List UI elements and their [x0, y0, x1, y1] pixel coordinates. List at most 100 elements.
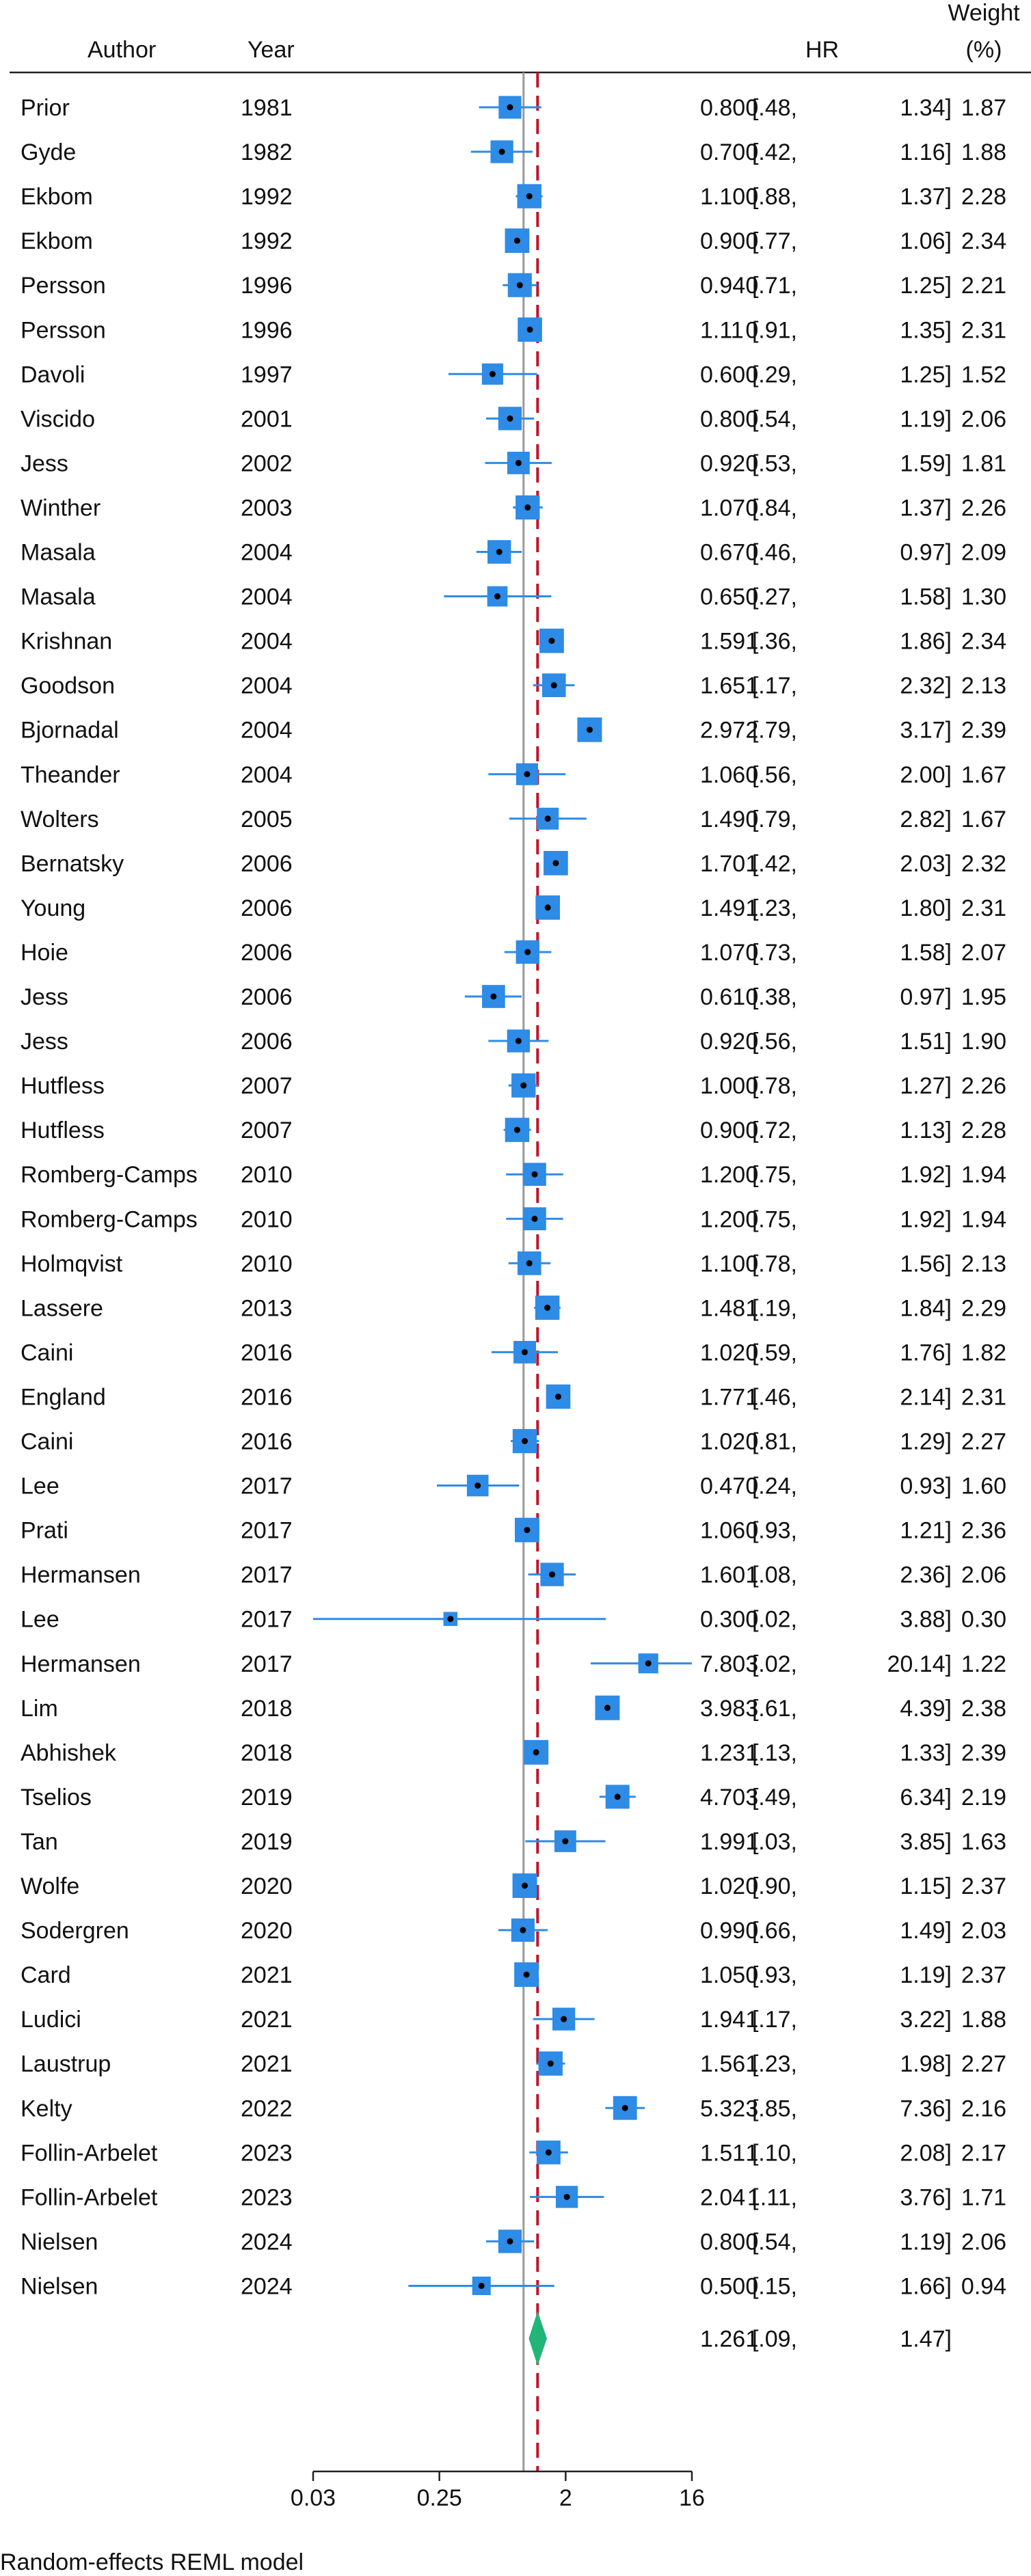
ci-open-bracket: [ [752, 2184, 759, 2210]
point-estimate [544, 1304, 551, 1311]
author-label: Persson [21, 273, 106, 299]
ci-upper: 1.15] [900, 1873, 952, 1899]
weight-value: 2.36 [961, 1518, 1006, 1544]
point-estimate [524, 771, 531, 778]
point-estimate [524, 1527, 531, 1534]
ci-open-bracket: [ [752, 495, 759, 521]
year-label: 2024 [241, 2229, 293, 2255]
header-weight-unit: (%) [966, 37, 1002, 63]
ci-lower: 0.77, [745, 228, 797, 254]
point-estimate [516, 282, 523, 288]
ci-open-bracket: [ [752, 584, 759, 610]
ci-open-bracket: [ [752, 95, 759, 121]
hr-value: 1.00 [700, 1073, 745, 1099]
ci-open-bracket: [ [752, 2229, 759, 2255]
author-label: Holmqvist [21, 1251, 123, 1277]
author-label: Persson [21, 317, 106, 343]
ci-open-bracket: [ [752, 1607, 759, 1633]
ci-open-bracket: [ [752, 2140, 759, 2166]
year-label: 2002 [241, 450, 293, 476]
ci-lower: 1.10, [745, 2140, 797, 2166]
ci-open-bracket: [ [752, 1251, 759, 1277]
ci-upper: 3.88] [900, 1607, 952, 1633]
author-label: Theander [21, 762, 120, 788]
year-label: 2006 [241, 851, 293, 877]
point-estimate [522, 1882, 528, 1889]
weight-value: 2.21 [961, 273, 1006, 299]
ci-upper: 1.16] [900, 139, 952, 165]
weight-value: 2.34 [961, 228, 1006, 254]
author-label: Masala [21, 584, 96, 610]
ci-lower: 0.29, [745, 362, 797, 388]
year-label: 2018 [241, 1740, 293, 1766]
ci-lower: 0.88, [745, 184, 797, 210]
x-tick-label: 0.03 [291, 2485, 336, 2511]
ci-open-bracket: [ [752, 1651, 759, 1677]
ci-open-bracket: [ [752, 1384, 759, 1410]
weight-value: 1.88 [961, 2007, 1006, 2033]
column-headers: Author Year HR Weight (%) [88, 0, 1020, 63]
point-estimate [545, 2149, 552, 2156]
ci-open-bracket: [ [752, 2096, 759, 2121]
year-label: 2017 [241, 1562, 293, 1588]
point-estimate [507, 415, 513, 422]
ci-upper: 1.29] [900, 1429, 952, 1455]
ci-lower: 1.08, [745, 1562, 797, 1588]
author-label: Sodergren [21, 1918, 129, 1944]
year-label: 2017 [241, 1518, 293, 1544]
ci-upper: 0.97] [900, 984, 952, 1010]
ci-upper: 3.17] [900, 718, 952, 744]
author-label: Lee [21, 1607, 59, 1633]
weight-value: 1.67 [961, 762, 1006, 788]
weight-value: 2.29 [961, 1295, 1006, 1321]
ci-lower: 1.19, [745, 1295, 797, 1321]
ci-upper: 1.33] [900, 1740, 952, 1766]
point-estimate [586, 727, 593, 733]
point-estimate [614, 1793, 621, 1800]
ci-upper: 3.76] [900, 2184, 952, 2210]
hr-value: 1.10 [700, 1251, 745, 1277]
ci-open-bracket: [ [752, 1474, 759, 1500]
point-estimate [561, 2016, 567, 2022]
ci-upper: 1.84] [900, 1295, 952, 1321]
footnote: Random-effects REML model [0, 2549, 304, 2575]
author-label: Lee [21, 1474, 59, 1500]
weight-value: 2.39 [961, 1740, 1006, 1766]
author-label: Nielsen [21, 2273, 98, 2299]
year-label: 2017 [241, 1607, 293, 1633]
ci-upper: 1.59] [900, 450, 952, 476]
ci-upper: 1.06] [900, 228, 952, 254]
hr-value: 1.51 [700, 2140, 745, 2166]
weight-value: 2.27 [961, 1429, 1006, 1455]
x-tick-label: 2 [559, 2485, 572, 2511]
weight-value: 2.38 [961, 1696, 1006, 1722]
ci-lower: 3.85, [745, 2096, 797, 2121]
ci-lower: 1.11, [747, 2184, 797, 2210]
hr-value: 0.90 [700, 1117, 745, 1143]
hr-value: 1.23 [700, 1740, 745, 1766]
weight-value: 2.17 [961, 2140, 1006, 2166]
weight-value: 2.13 [961, 673, 1006, 699]
year-label: 2004 [241, 540, 293, 566]
hr-value: 0.99 [700, 1918, 745, 1944]
study-rows: Prior 1981 0.80 [0.48, 1.34] 1.87 Gyde 1982 0.70… [21, 95, 1006, 2299]
author-label: Winther [21, 495, 101, 521]
author-label: Laustrup [21, 2051, 111, 2077]
ci-lower: 0.54, [745, 2229, 797, 2255]
year-label: 2003 [241, 495, 293, 521]
ci-upper: 4.39] [900, 1696, 952, 1722]
hr-value: 0.60 [700, 362, 745, 388]
ci-lower: 0.93, [745, 1518, 797, 1544]
hr-value: 0.50 [700, 2273, 745, 2299]
weight-value: 1.87 [961, 95, 1006, 121]
author-label: Wolfe [21, 1873, 79, 1899]
weight-value: 1.30 [961, 584, 1006, 610]
year-label: 2001 [241, 406, 293, 432]
author-label: Prati [21, 1518, 68, 1544]
hr-value: 1.49 [700, 806, 745, 832]
author-label: Romberg-Camps [21, 1162, 198, 1188]
point-estimate [522, 1348, 528, 1355]
year-label: 2021 [241, 1962, 293, 1988]
hr-value: 1.49 [700, 895, 745, 921]
